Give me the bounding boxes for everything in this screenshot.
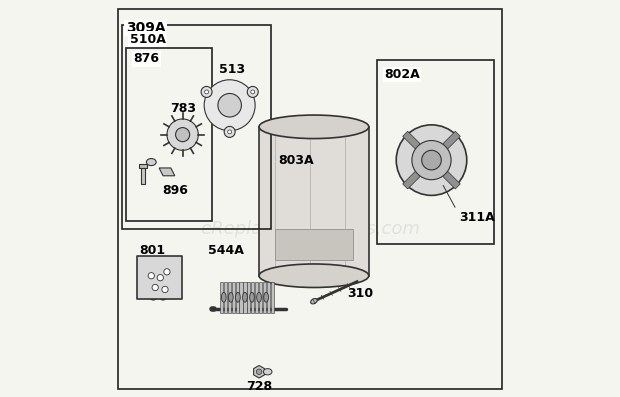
Ellipse shape xyxy=(259,115,369,139)
Ellipse shape xyxy=(264,369,272,375)
Circle shape xyxy=(148,273,154,279)
Ellipse shape xyxy=(221,293,226,302)
Bar xyxy=(259,281,262,313)
Circle shape xyxy=(250,90,255,94)
Circle shape xyxy=(167,277,177,286)
Ellipse shape xyxy=(236,293,240,302)
FancyArrow shape xyxy=(443,172,460,189)
Text: 309A: 309A xyxy=(126,21,166,35)
Bar xyxy=(220,281,223,313)
Bar xyxy=(271,281,274,313)
Bar xyxy=(251,281,254,313)
Ellipse shape xyxy=(257,293,262,302)
Bar xyxy=(259,127,369,276)
Circle shape xyxy=(396,125,467,195)
Circle shape xyxy=(256,369,262,374)
Bar xyxy=(141,167,146,184)
Circle shape xyxy=(164,269,170,275)
Text: 544A: 544A xyxy=(208,244,244,257)
FancyArrow shape xyxy=(402,131,420,149)
Polygon shape xyxy=(159,168,175,176)
Text: 802A: 802A xyxy=(384,68,420,81)
Ellipse shape xyxy=(250,293,254,302)
Circle shape xyxy=(218,93,241,117)
Bar xyxy=(275,229,353,260)
Ellipse shape xyxy=(229,293,233,302)
Circle shape xyxy=(224,126,235,137)
Bar xyxy=(136,256,182,299)
Circle shape xyxy=(422,150,441,170)
Circle shape xyxy=(204,80,255,131)
Ellipse shape xyxy=(311,299,317,304)
Circle shape xyxy=(141,267,151,277)
Circle shape xyxy=(157,275,164,281)
Circle shape xyxy=(159,292,167,300)
Bar xyxy=(122,25,271,229)
Ellipse shape xyxy=(259,264,369,287)
Bar xyxy=(228,281,231,313)
Circle shape xyxy=(201,87,212,97)
Bar xyxy=(126,48,212,221)
Text: 513: 513 xyxy=(219,63,245,76)
Bar xyxy=(239,281,242,313)
Text: 510A: 510A xyxy=(130,33,166,46)
Bar xyxy=(244,281,247,313)
Text: 801: 801 xyxy=(140,244,166,257)
FancyArrow shape xyxy=(443,131,460,149)
Text: 728: 728 xyxy=(246,380,272,393)
Text: 803A: 803A xyxy=(278,154,314,167)
Bar xyxy=(224,281,227,313)
Circle shape xyxy=(228,130,232,134)
Circle shape xyxy=(412,141,451,180)
Bar xyxy=(376,60,494,245)
Bar xyxy=(247,281,250,313)
Ellipse shape xyxy=(146,158,156,166)
Bar xyxy=(236,281,239,313)
Bar xyxy=(267,281,270,313)
Bar xyxy=(255,281,259,313)
Circle shape xyxy=(175,127,190,142)
Text: 896: 896 xyxy=(162,184,188,197)
Circle shape xyxy=(205,90,208,94)
Circle shape xyxy=(167,119,198,150)
Text: 310: 310 xyxy=(347,287,373,300)
Ellipse shape xyxy=(242,293,247,302)
Text: 311A: 311A xyxy=(459,211,495,224)
Circle shape xyxy=(149,292,157,300)
Bar xyxy=(139,164,148,168)
Bar xyxy=(263,281,266,313)
Circle shape xyxy=(247,87,258,97)
Text: eReplacementParts.com: eReplacementParts.com xyxy=(200,220,420,238)
Ellipse shape xyxy=(264,293,268,302)
Circle shape xyxy=(152,284,158,291)
Text: 783: 783 xyxy=(170,102,196,115)
FancyArrow shape xyxy=(402,172,420,189)
Circle shape xyxy=(162,286,168,293)
Bar xyxy=(232,281,235,313)
Text: 876: 876 xyxy=(134,52,159,66)
